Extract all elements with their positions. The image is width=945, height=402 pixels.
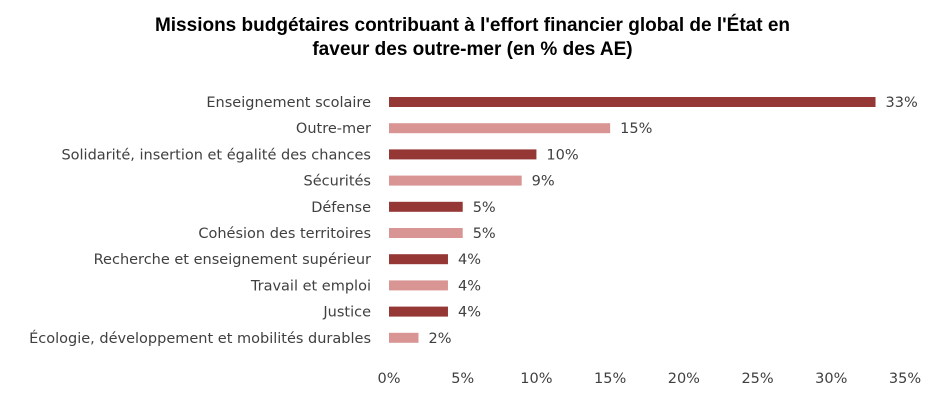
data-label: 10% bbox=[546, 147, 578, 163]
category-label: Solidarité, insertion et égalité des cha… bbox=[61, 147, 371, 163]
bar bbox=[389, 201, 463, 212]
data-label: 4% bbox=[458, 305, 481, 321]
x-tick-label: 5% bbox=[451, 371, 474, 387]
category-label: Travail et emploi bbox=[250, 278, 371, 294]
category-label: Cohésion des territoires bbox=[198, 226, 371, 242]
bar bbox=[389, 254, 448, 265]
x-tick-label: 15% bbox=[594, 371, 626, 387]
category-label: Justice bbox=[322, 305, 371, 321]
category-label: Défense bbox=[311, 200, 371, 216]
data-label: 15% bbox=[620, 121, 652, 137]
x-axis-tick-labels: 0% 5% 10% 15% 20% 25% 30% 35% bbox=[377, 371, 921, 387]
category-label: Écologie, développement et mobilités dur… bbox=[29, 330, 371, 347]
data-label: 9% bbox=[532, 174, 555, 190]
category-labels: Enseignement scolaire Outre-mer Solidarité… bbox=[29, 95, 371, 347]
data-label: 2% bbox=[428, 331, 451, 347]
data-labels: 33% 15% 10% 9% 5% 5% 4% 4% 4% 2% bbox=[428, 95, 917, 347]
bar bbox=[389, 149, 537, 160]
x-tick-label: 30% bbox=[815, 371, 847, 387]
bar bbox=[389, 280, 448, 291]
data-label: 4% bbox=[458, 252, 481, 268]
category-label: Enseignement scolaire bbox=[206, 95, 371, 111]
chart-title: Missions budgétaires contribuant à l'eff… bbox=[0, 14, 945, 62]
category-label: Outre-mer bbox=[296, 121, 371, 137]
bar bbox=[389, 175, 522, 186]
bar bbox=[389, 332, 419, 343]
data-label: 5% bbox=[473, 200, 496, 216]
x-tick-label: 0% bbox=[377, 371, 400, 387]
bar bbox=[389, 97, 876, 107]
bar bbox=[389, 228, 463, 238]
chart-title-line-2: faveur des outre-mer (en % des AE) bbox=[312, 39, 633, 60]
category-label: Recherche et enseignement supérieur bbox=[94, 252, 371, 268]
data-label: 33% bbox=[886, 95, 918, 111]
bar bbox=[389, 123, 611, 134]
bar bbox=[389, 306, 448, 317]
chart-title-line-1: Missions budgétaires contribuant à l'eff… bbox=[154, 15, 791, 36]
x-tick-label: 10% bbox=[520, 371, 552, 387]
x-tick-label: 35% bbox=[889, 371, 921, 387]
x-tick-label: 20% bbox=[668, 371, 700, 387]
bars bbox=[389, 97, 876, 343]
x-tick-label: 25% bbox=[741, 371, 773, 387]
data-label: 5% bbox=[473, 226, 496, 242]
data-label: 4% bbox=[458, 278, 481, 294]
category-label: Sécurités bbox=[304, 174, 371, 190]
